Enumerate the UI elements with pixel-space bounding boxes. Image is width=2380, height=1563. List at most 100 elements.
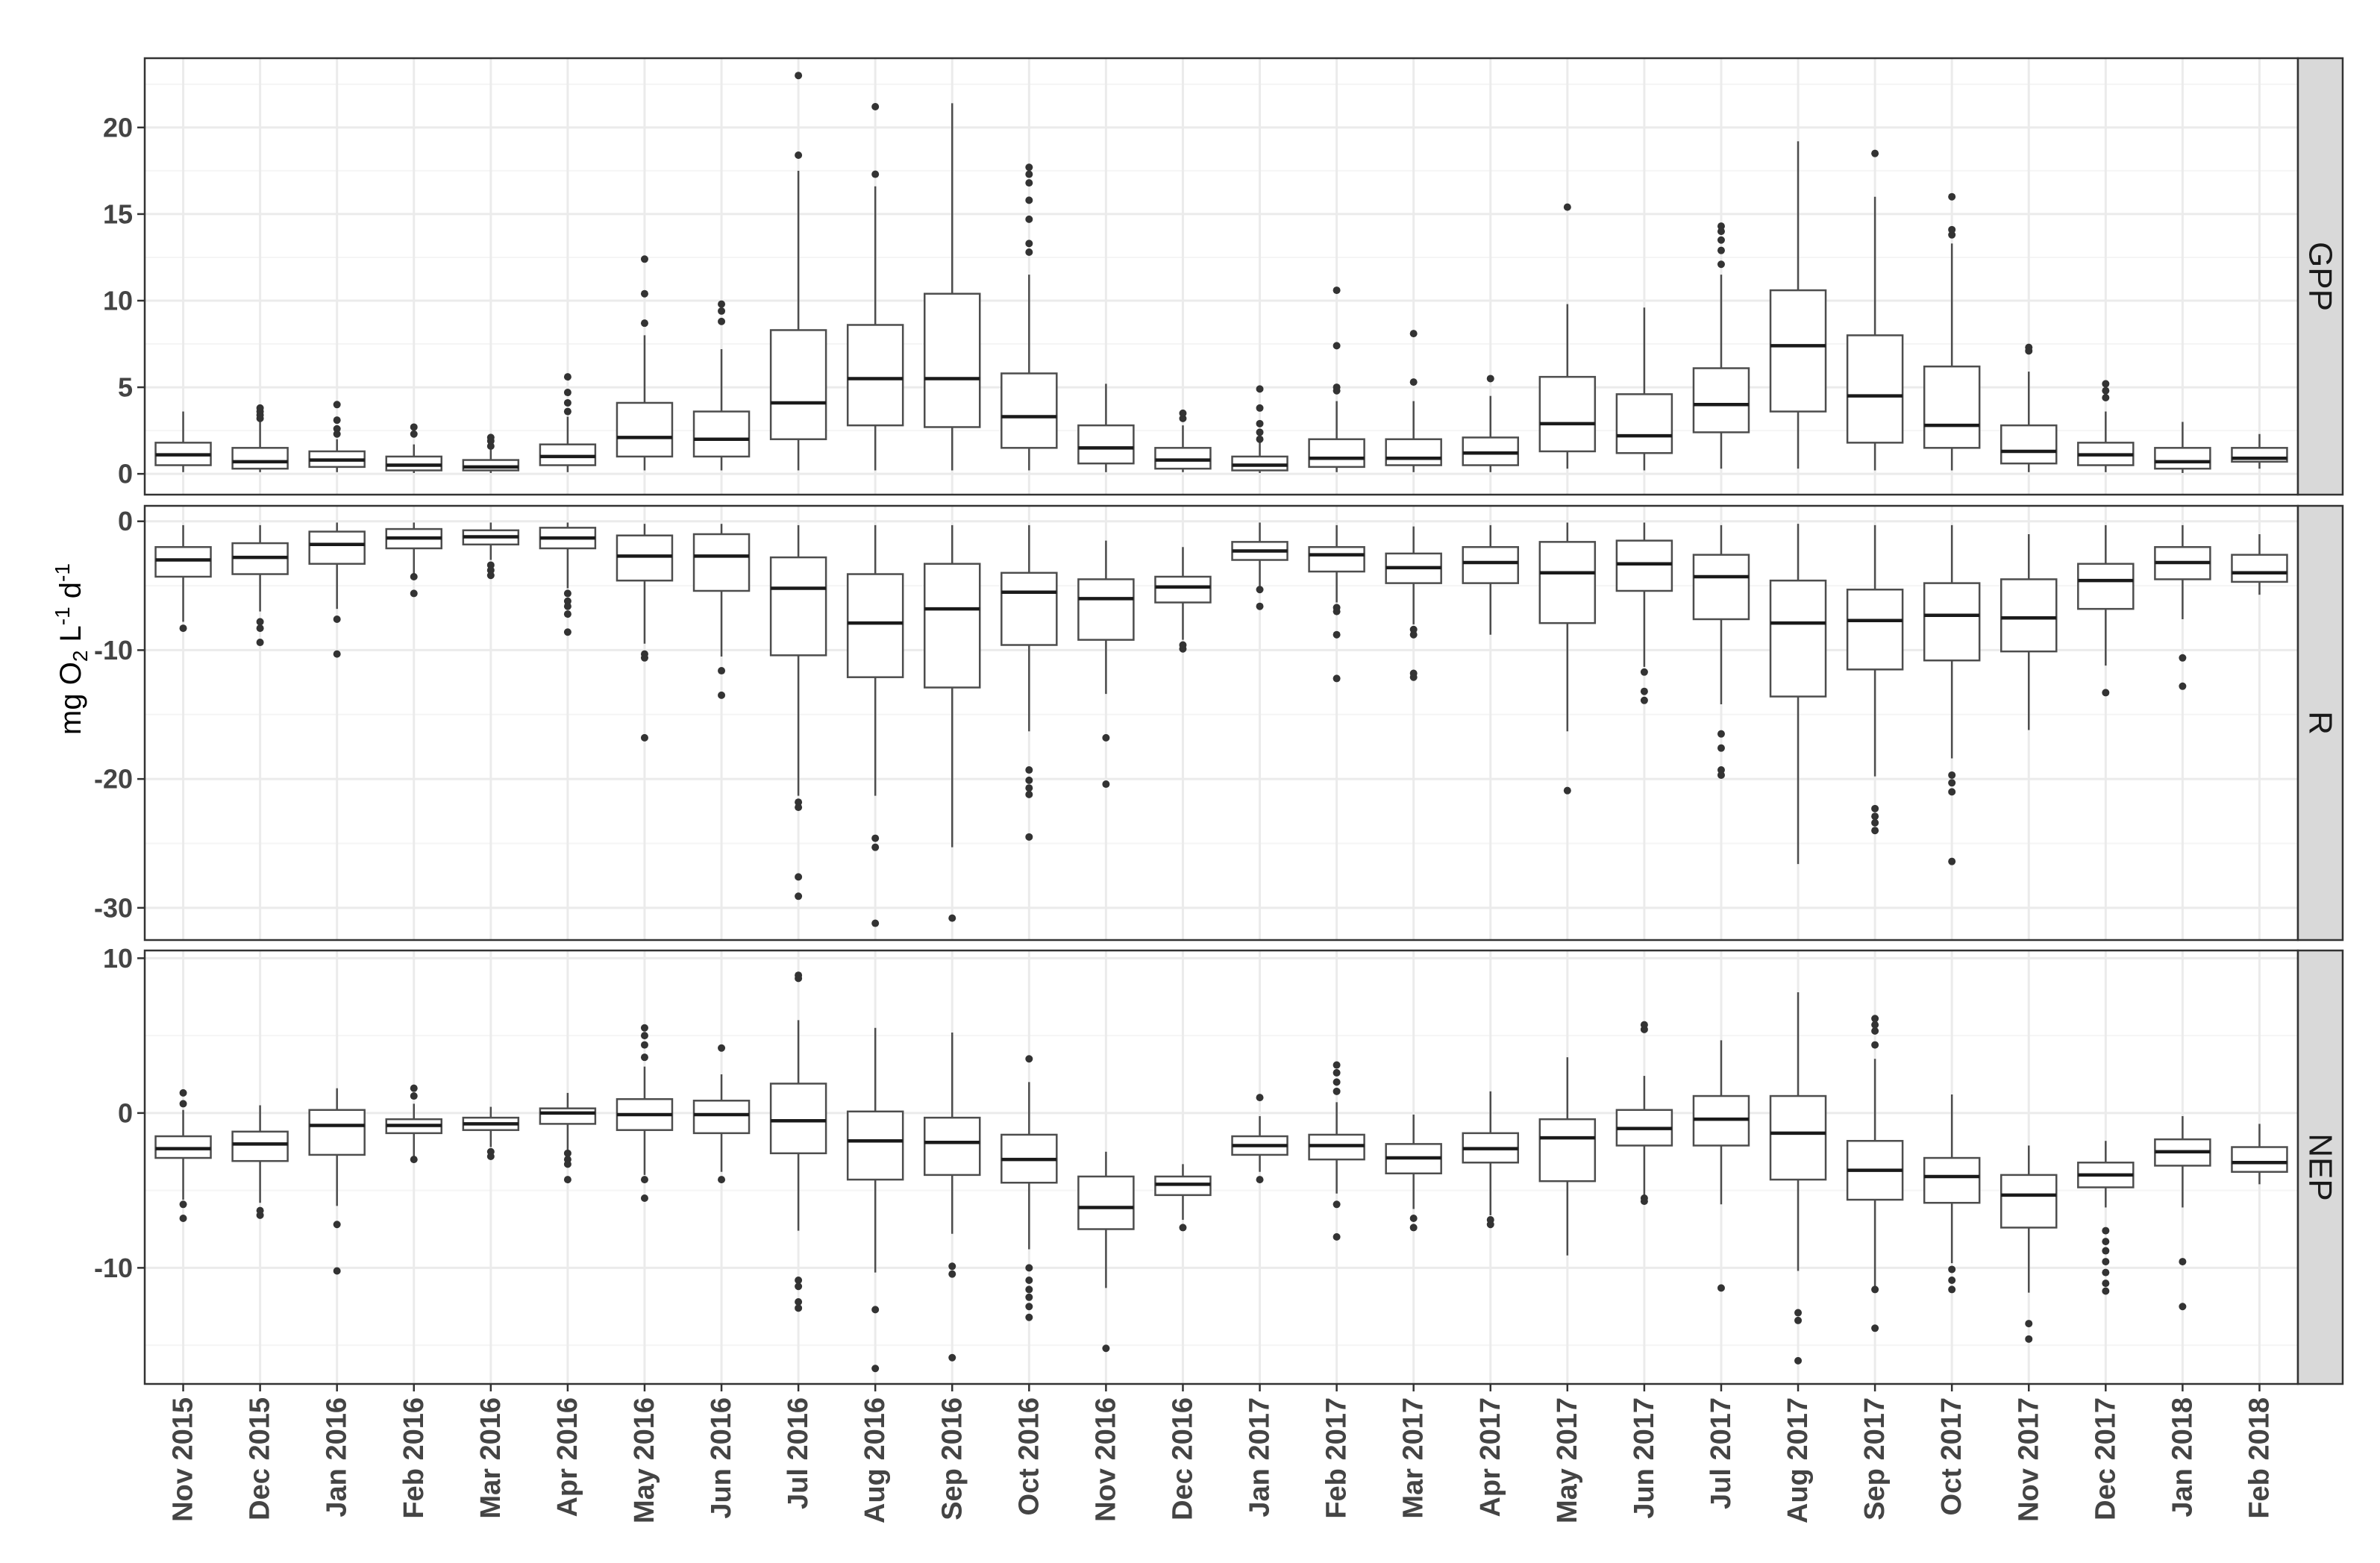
nep-outlier-point <box>2179 1258 2187 1266</box>
gpp-iqr-box <box>769 329 827 440</box>
r-outlier-point <box>795 892 803 900</box>
r-outlier-point <box>410 572 418 580</box>
gpp-iqr-box <box>1385 438 1442 466</box>
gpp-outlier-point <box>1256 428 1264 436</box>
r-box-13 <box>1154 547 1212 653</box>
gpp-outlier-point <box>1717 236 1725 244</box>
r-iqr-box <box>2077 563 2135 610</box>
gpp-iqr-box <box>1077 424 1135 465</box>
r-iqr-box <box>616 534 674 582</box>
r-outlier-point <box>1256 586 1264 594</box>
gpp-outlier-point <box>2102 380 2110 388</box>
r-iqr-box <box>1846 589 1904 671</box>
nep-outlier-point <box>1025 1055 1033 1063</box>
nep-iqr-box <box>2231 1146 2288 1173</box>
gpp-box-18 <box>1538 203 1597 469</box>
r-box-19 <box>1615 522 1673 704</box>
nep-box-0 <box>154 1089 212 1222</box>
nep-outlier-point <box>1794 1356 1803 1365</box>
r-outlier-point <box>563 597 571 605</box>
y-axis-title-subscript: 2 <box>69 651 92 663</box>
r-outlier-point <box>871 919 880 927</box>
gpp-box-2 <box>308 401 366 472</box>
nep-outlier-point <box>1333 1078 1341 1086</box>
r-iqr-box <box>1692 554 1750 621</box>
gpp-outlier-point <box>1409 330 1418 338</box>
gpp-outlier-point <box>486 433 495 442</box>
nep-strip <box>2296 949 2344 1385</box>
gpp-outlier-point <box>2025 343 2033 351</box>
nep-outlier-point <box>640 1032 648 1040</box>
r-box-11 <box>1000 524 1058 841</box>
r-outlier-point <box>256 624 264 633</box>
xtick-label: Jun 2016 <box>706 1397 737 1519</box>
r-box-27 <box>2231 533 2288 595</box>
gpp-outlier-point <box>1256 435 1264 443</box>
gpp-outlier-point <box>1717 260 1725 269</box>
gpp-box-4 <box>462 433 520 473</box>
r-outlier-point <box>718 691 726 699</box>
nep-outlier-point <box>179 1214 187 1222</box>
gpp-box-17 <box>1462 375 1519 472</box>
gpp-outlier-point <box>640 289 648 298</box>
r-box-22 <box>1846 524 1904 835</box>
nep-outlier-point <box>1871 1324 1879 1332</box>
r-iqr-box <box>924 563 981 689</box>
nep-box-20 <box>1692 1040 1750 1292</box>
nep-iqr-box <box>1538 1118 1597 1183</box>
gpp-iqr-box <box>1462 436 1519 466</box>
nep-outlier-point <box>640 1041 648 1049</box>
r-outlier-point <box>1948 771 1956 779</box>
r-outlier-point <box>1179 645 1187 653</box>
nep-box-19 <box>1615 1021 1673 1206</box>
gpp-outlier-point <box>1948 225 1956 234</box>
y-axis-title: mg O2 L-1 d-1 <box>51 563 92 735</box>
r-outlier-point <box>1948 779 1956 787</box>
gpp-box-10 <box>924 103 981 471</box>
r-box-16 <box>1385 526 1442 681</box>
nep-iqr-box <box>846 1110 904 1181</box>
nep-outlier-point <box>640 1194 648 1202</box>
gpp-outlier-point <box>1948 192 1956 201</box>
xtick-label: Mar 2017 <box>1398 1397 1429 1519</box>
r-iqr-box <box>692 533 751 592</box>
gpp-outlier-point <box>1025 248 1033 256</box>
gpp-outlier-point <box>718 307 726 315</box>
nep-box-7 <box>692 1044 751 1184</box>
gpp-iqr-box <box>1308 438 1365 469</box>
r-outlier-point <box>1948 857 1956 865</box>
nep-outlier-point <box>1333 1087 1341 1095</box>
gpp-box-7 <box>692 300 751 471</box>
gpp-outlier-point <box>1409 378 1418 386</box>
r-outlier-point <box>1333 674 1341 683</box>
r-outlier-point <box>1871 818 1879 827</box>
r-iqr-box <box>1000 571 1058 646</box>
nep-outlier-point <box>795 1304 803 1312</box>
r-outlier-point <box>1025 784 1033 792</box>
gpp-outlier-point <box>333 401 341 409</box>
xtick-label: Nov 2017 <box>2013 1397 2044 1522</box>
r-outlier-point <box>256 618 264 626</box>
gpp-iqr-box <box>1846 334 1904 444</box>
nep-iqr-box <box>924 1116 981 1177</box>
nep-box-25 <box>2077 1141 2135 1295</box>
r-box-26 <box>2154 524 2211 690</box>
nep-iqr-box <box>308 1109 366 1156</box>
nep-outlier-point <box>795 1282 803 1291</box>
gpp-strip-label: GPP <box>2302 242 2339 311</box>
nep-outlier-point <box>410 1156 418 1164</box>
r-box-0 <box>154 524 212 633</box>
r-box-4 <box>462 522 520 580</box>
nep-box-23 <box>1923 1094 1981 1294</box>
nep-outlier-point <box>1256 1094 1264 1102</box>
xtick-label: Oct 2017 <box>1936 1397 1967 1515</box>
r-box-18 <box>1538 522 1597 795</box>
gpp-outlier-point <box>256 404 264 412</box>
nep-iqr-box <box>692 1100 751 1135</box>
r-outlier-point <box>179 624 187 633</box>
r-outlier-point <box>563 589 571 598</box>
gpp-iqr-box <box>1000 372 1058 449</box>
xtick-label: May 2017 <box>1552 1397 1583 1523</box>
r-outlier-point <box>256 639 264 647</box>
r-iqr-box <box>1923 582 1981 662</box>
